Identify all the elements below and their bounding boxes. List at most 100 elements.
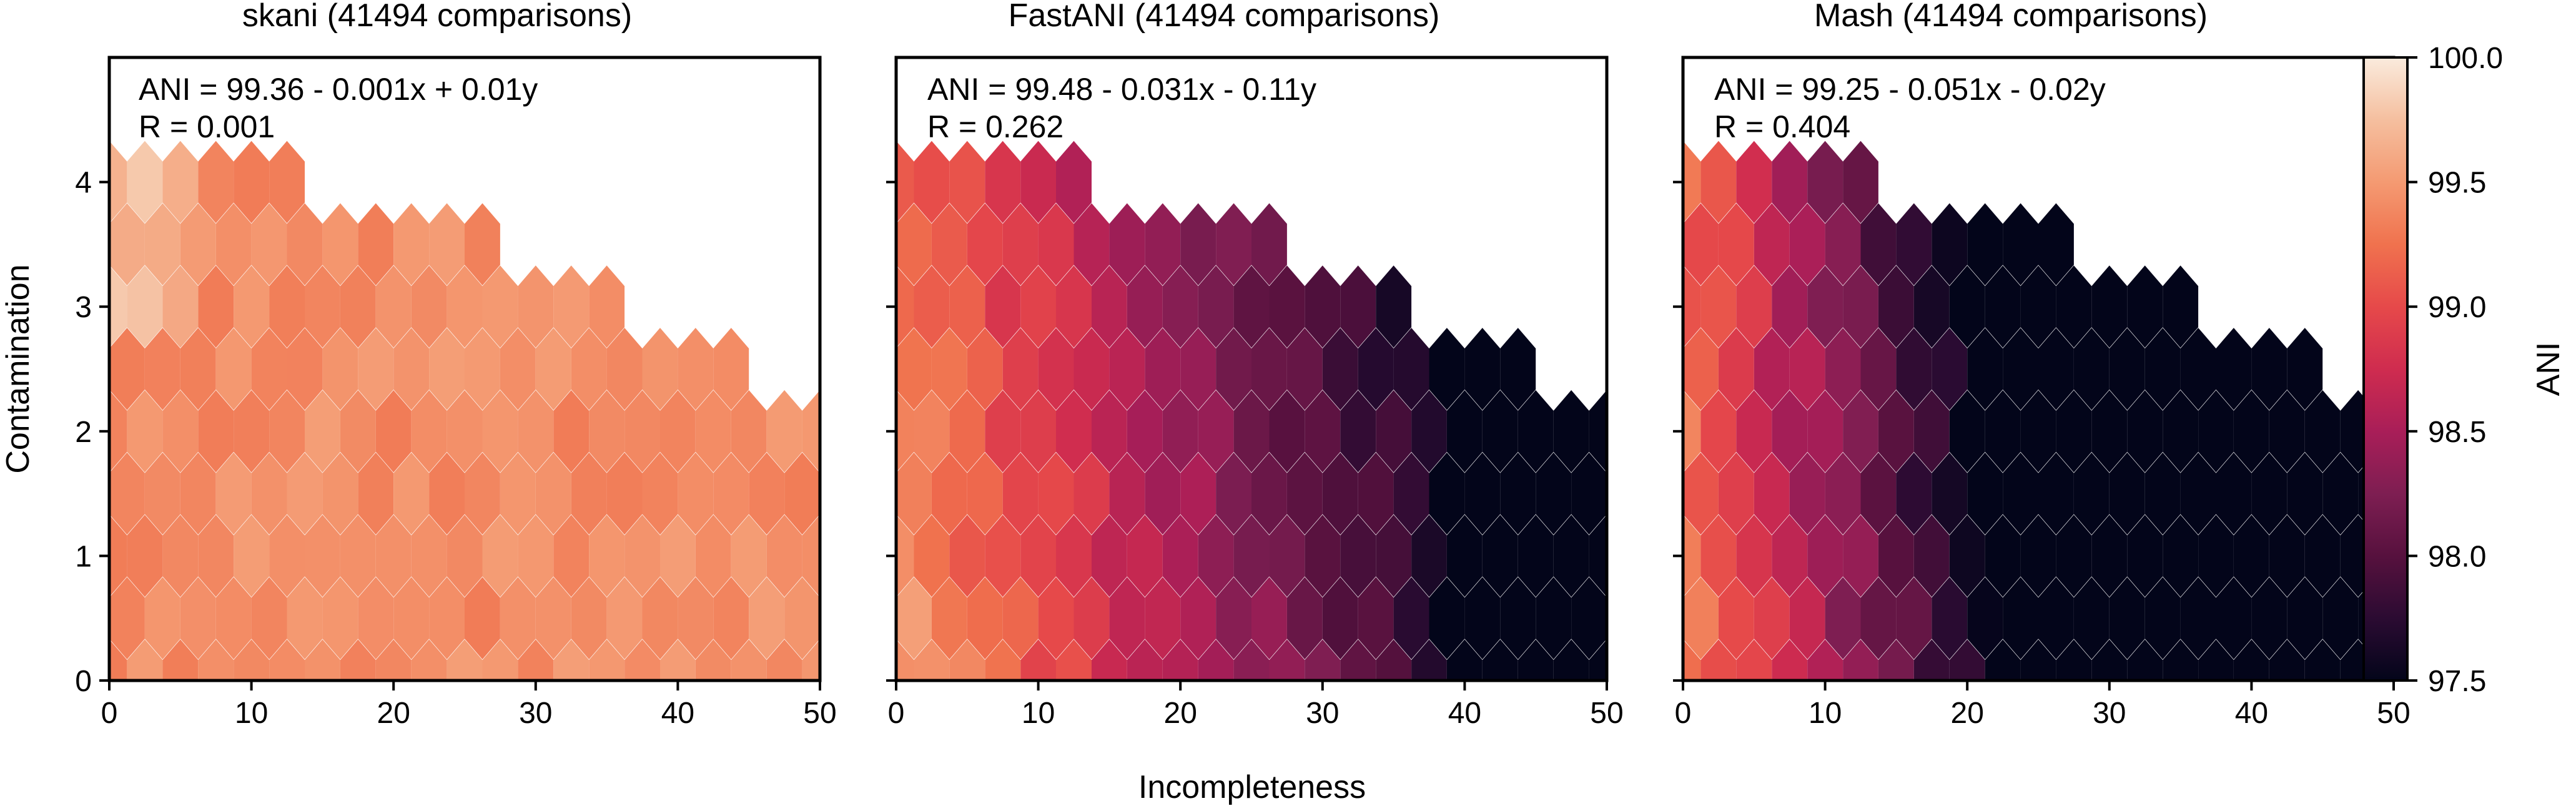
hexbin-cell <box>1216 452 1251 535</box>
hexbin-cell <box>967 328 1003 410</box>
hexbin-cell <box>2127 514 2163 597</box>
hexbin-cell <box>985 639 1021 681</box>
hexbin-cell <box>215 203 252 286</box>
hexbin-cell <box>234 514 270 597</box>
hexbin-cell <box>2216 328 2252 410</box>
hexbin-cell <box>109 639 127 681</box>
hexbin-cell <box>1340 265 1376 348</box>
hexbin-cell <box>896 639 914 681</box>
hexbin-cell <box>465 452 500 535</box>
hexbin-cell <box>949 140 985 224</box>
hexbin-cell <box>553 265 590 348</box>
hexbin-cell <box>234 265 270 348</box>
hexbin-cell <box>109 140 127 224</box>
hexbin-cell <box>2287 328 2323 410</box>
hexbin-cell <box>985 390 1021 473</box>
hexbin-cell <box>1718 452 1754 535</box>
hexbin-cell <box>1145 577 1181 660</box>
hexbin-cell <box>949 390 985 473</box>
hexbin-cell <box>766 390 802 473</box>
hexbin-cell <box>305 639 340 681</box>
hexbin-cell <box>1216 577 1251 660</box>
hexbin-cells <box>109 140 820 681</box>
hexbin-cell <box>1198 265 1234 348</box>
hexbin-cell <box>967 577 1003 660</box>
hexbin-cell <box>1056 390 1092 473</box>
hexbin-cell <box>1683 452 1719 535</box>
hexbin-cell <box>1109 452 1145 535</box>
hexbin-cell <box>447 390 483 473</box>
hexbin-cell <box>269 390 305 473</box>
hexbin-cell <box>1216 328 1251 410</box>
hexbin-cell <box>914 140 950 224</box>
hexbin-cell <box>931 328 967 410</box>
hexbin-cell <box>2144 452 2181 535</box>
hexbin-cell <box>1967 328 2003 410</box>
hexbin-cell <box>198 639 234 681</box>
hexbin-cell <box>429 328 465 410</box>
hexbin-cell <box>642 328 678 410</box>
hexbin-cell <box>695 639 731 681</box>
hexbin-cell <box>1553 390 1589 473</box>
hexbin-cell <box>518 639 554 681</box>
hexbin-cell <box>1754 577 1790 660</box>
hexbin-cell <box>589 390 625 473</box>
x-tick-label: 50 <box>803 697 836 730</box>
hexbin-cell <box>1949 390 1985 473</box>
hexbin-cell <box>2180 577 2216 660</box>
hexbin-cell <box>340 390 376 473</box>
hexbin-cell <box>500 328 536 410</box>
x-tick-label: 50 <box>1590 697 1623 730</box>
hexbin-cell <box>2056 514 2092 597</box>
hexbin-cell <box>2073 577 2110 660</box>
x-tick-label: 20 <box>377 697 410 730</box>
hexbin-cell <box>1269 390 1305 473</box>
hexbin-cell <box>251 577 287 660</box>
hexbin-cell <box>358 577 394 660</box>
hexbin-cell <box>1286 452 1323 535</box>
hexbin-cell <box>985 514 1021 597</box>
hexbin-cell <box>2109 452 2145 535</box>
hexbin-cell <box>465 203 500 286</box>
hexbin-cell <box>1571 577 1607 660</box>
hexbin-cell <box>1464 577 1501 660</box>
y-tick-label: 3 <box>75 291 92 324</box>
hexbin-cell <box>215 577 252 660</box>
hexbin-cell <box>2056 639 2092 681</box>
hexbin-cell <box>1269 639 1305 681</box>
hexbin-cell <box>482 265 518 348</box>
hexbin-cell <box>1949 639 1985 681</box>
hexbin-cell <box>660 639 696 681</box>
hexbin-cell <box>1843 140 1878 224</box>
hexbin-cell <box>606 452 643 535</box>
hexbin-cell <box>2304 390 2341 473</box>
hexbin-cell <box>731 639 767 681</box>
hexbin-cell <box>127 390 163 473</box>
hexbin-cell <box>1198 390 1234 473</box>
hexbin-cell <box>2091 639 2128 681</box>
hexbin-cell <box>1056 140 1092 224</box>
hexbin-cell <box>1162 390 1198 473</box>
hexbin-cell <box>109 265 127 348</box>
panel-title: skani (41494 comparisons) <box>242 0 632 34</box>
hexbin-cell <box>1878 639 1914 681</box>
hexbin-cell <box>500 452 536 535</box>
hexbin-cell <box>949 639 985 681</box>
hexbin-cell <box>2251 452 2287 535</box>
hexbin-cell <box>1683 328 1719 410</box>
x-tick-label: 10 <box>1809 697 1842 730</box>
hexbin-cell <box>1358 577 1394 660</box>
hexbin-cell <box>589 265 625 348</box>
hexbin-cell <box>1932 328 1968 410</box>
hexbin-cell <box>1896 452 1932 535</box>
hexbin-cell <box>447 639 483 681</box>
hexbin-cell <box>1860 452 1897 535</box>
hexbin-cell <box>2127 390 2163 473</box>
hexbin-cell <box>198 390 234 473</box>
hexbin-cell <box>1878 390 1914 473</box>
hexbin-cell <box>1393 328 1429 410</box>
hexbin-cell <box>1807 265 1843 348</box>
hexbin-cell <box>1464 328 1501 410</box>
hexbin-cell <box>749 577 785 660</box>
hexbin-cell <box>162 265 199 348</box>
